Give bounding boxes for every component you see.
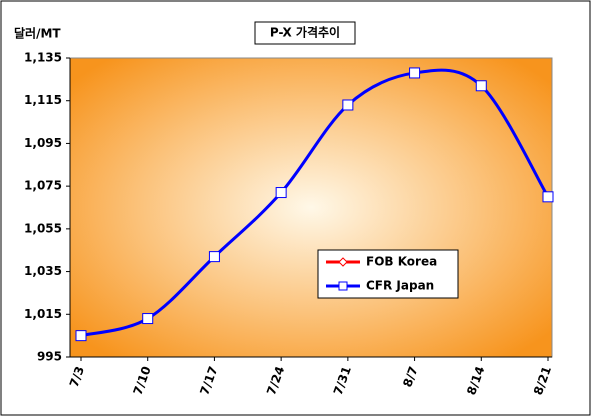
y-tick-label: 1,035 (24, 264, 62, 278)
y-tick-label: 1,055 (24, 221, 62, 235)
y-axis-label: 달러/MT (14, 26, 61, 41)
data-marker (75, 330, 87, 342)
y-tick-label: 1,075 (24, 179, 62, 193)
y-tick-label: 1,095 (24, 136, 62, 150)
y-tick-label: 995 (37, 350, 62, 364)
data-marker (142, 313, 154, 325)
data-marker (542, 191, 554, 203)
x-tick-label: 7/3 (67, 364, 87, 389)
data-marker (208, 251, 220, 263)
data-marker (475, 80, 487, 92)
plot-area (69, 57, 553, 358)
y-tick-label: 1,135 (24, 51, 62, 65)
legend-marker (338, 281, 348, 291)
legend-marker (338, 257, 348, 267)
data-marker (275, 187, 287, 199)
chart-title: P-X 가격추이 (270, 25, 340, 40)
y-tick-label: 1,015 (24, 307, 62, 321)
legend-label: CFR Japan (366, 279, 434, 293)
data-marker (342, 99, 354, 111)
x-tick-label: 8/7 (400, 364, 420, 389)
y-tick-label: 1,115 (24, 93, 62, 107)
legend-label: FOB Korea (366, 255, 437, 269)
data-marker (409, 67, 421, 79)
title-box (254, 21, 356, 45)
